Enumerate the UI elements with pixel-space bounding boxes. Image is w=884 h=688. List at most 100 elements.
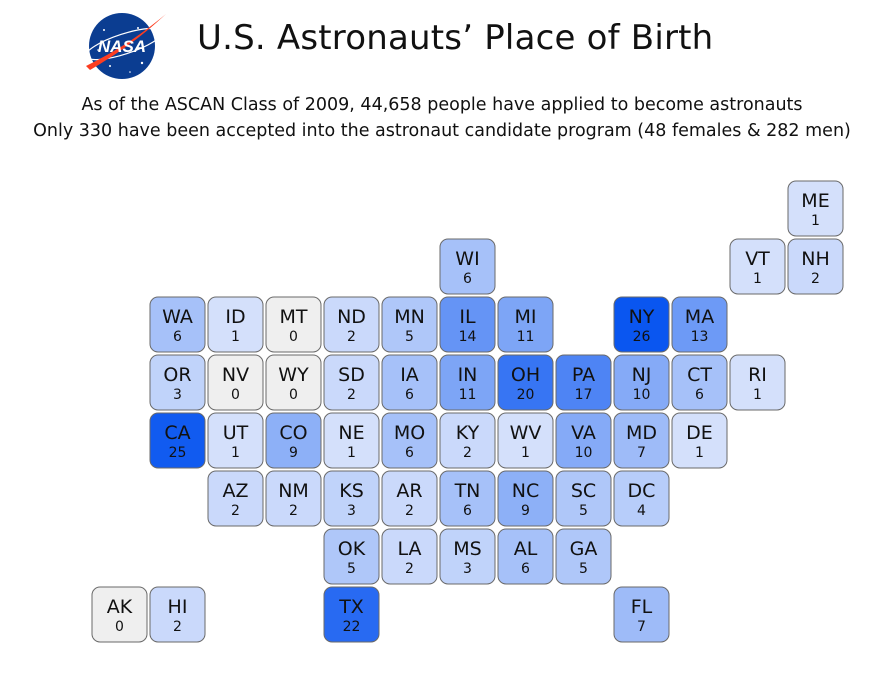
state-abbreviation: OK xyxy=(338,538,366,560)
state-abbreviation: MI xyxy=(515,306,537,328)
state-tile-box xyxy=(439,528,496,585)
state-astronaut-count: 2 xyxy=(405,503,414,519)
state-astronaut-count: 5 xyxy=(579,503,588,519)
state-astronaut-count: 0 xyxy=(289,329,298,345)
state-tile-box xyxy=(497,412,554,469)
state-abbreviation: NE xyxy=(338,422,364,444)
state-astronaut-count: 7 xyxy=(637,445,646,461)
state-astronaut-count: 6 xyxy=(521,561,530,577)
state-abbreviation: NM xyxy=(278,480,309,502)
state-tile-box xyxy=(381,470,438,527)
state-abbreviation: MD xyxy=(626,422,657,444)
state-abbreviation: UT xyxy=(223,422,249,444)
state-astronaut-count: 13 xyxy=(691,329,709,345)
state-astronaut-count: 1 xyxy=(347,445,356,461)
state-abbreviation: SD xyxy=(338,364,365,386)
state-astronaut-count: 1 xyxy=(231,445,240,461)
state-astronaut-count: 2 xyxy=(347,387,356,403)
state-astronaut-count: 0 xyxy=(231,387,240,403)
state-tile-ar: AR2 xyxy=(381,470,438,527)
state-tile-box xyxy=(381,296,438,353)
state-astronaut-count: 5 xyxy=(347,561,356,577)
state-astronaut-count: 5 xyxy=(405,329,414,345)
state-abbreviation: CO xyxy=(279,422,307,444)
state-tile-wi: WI6 xyxy=(439,238,496,295)
state-astronaut-count: 3 xyxy=(463,561,472,577)
state-tile-fl: FL7 xyxy=(613,586,670,643)
subtitle-line-2: Only 330 have been accepted into the ast… xyxy=(33,121,851,141)
state-tile-box xyxy=(265,412,322,469)
state-astronaut-count: 10 xyxy=(575,445,593,461)
state-astronaut-count: 17 xyxy=(575,387,593,403)
state-tile-sd: SD2 xyxy=(323,354,380,411)
state-astronaut-count: 2 xyxy=(173,619,182,635)
state-tile-az: AZ2 xyxy=(207,470,264,527)
state-abbreviation: WV xyxy=(510,422,542,444)
state-tile-box xyxy=(323,528,380,585)
state-tile-box xyxy=(787,238,844,295)
state-astronaut-count: 0 xyxy=(115,619,124,635)
state-tile-dc: DC4 xyxy=(613,470,670,527)
state-abbreviation: CA xyxy=(164,422,190,444)
state-abbreviation: CT xyxy=(687,364,712,386)
state-astronaut-count: 2 xyxy=(289,503,298,519)
state-tile-box xyxy=(613,296,670,353)
state-abbreviation: TN xyxy=(454,480,481,502)
state-abbreviation: NV xyxy=(222,364,249,386)
state-astronaut-count: 11 xyxy=(517,329,535,345)
state-astronaut-count: 11 xyxy=(459,387,477,403)
state-tile-box xyxy=(787,180,844,237)
state-tile-tn: TN6 xyxy=(439,470,496,527)
state-abbreviation: WI xyxy=(455,248,479,270)
state-tile-box xyxy=(439,354,496,411)
state-tile-vt: VT1 xyxy=(729,238,786,295)
state-tile-box xyxy=(265,296,322,353)
state-tile-ky: KY2 xyxy=(439,412,496,469)
state-tile-id: ID1 xyxy=(207,296,264,353)
state-tile-box xyxy=(613,412,670,469)
state-abbreviation: KS xyxy=(339,480,364,502)
state-tile-box xyxy=(555,528,612,585)
state-astronaut-count: 26 xyxy=(633,329,651,345)
state-tile-box xyxy=(439,412,496,469)
state-tile-box xyxy=(381,412,438,469)
state-tile-box xyxy=(555,412,612,469)
state-abbreviation: TX xyxy=(338,596,364,618)
state-abbreviation: RI xyxy=(748,364,767,386)
state-tile-sc: SC5 xyxy=(555,470,612,527)
state-tile-box xyxy=(381,354,438,411)
state-tile-ak: AK0 xyxy=(91,586,148,643)
state-astronaut-count: 2 xyxy=(231,503,240,519)
state-tile-box xyxy=(207,354,264,411)
state-abbreviation: WA xyxy=(162,306,193,328)
state-tile-box xyxy=(613,586,670,643)
state-abbreviation: LA xyxy=(397,538,421,560)
state-tile-box xyxy=(91,586,148,643)
state-abbreviation: NH xyxy=(801,248,830,270)
state-tile-mo: MO6 xyxy=(381,412,438,469)
state-tile-nm: NM2 xyxy=(265,470,322,527)
state-tile-box xyxy=(149,354,206,411)
state-abbreviation: AK xyxy=(107,596,133,618)
state-tile-wa: WA6 xyxy=(149,296,206,353)
state-tile-box xyxy=(555,470,612,527)
state-abbreviation: ID xyxy=(225,306,245,328)
state-abbreviation: ND xyxy=(337,306,366,328)
state-astronaut-count: 9 xyxy=(521,503,530,519)
state-tile-la: LA2 xyxy=(381,528,438,585)
state-tile-box xyxy=(323,470,380,527)
state-tile-ct: CT6 xyxy=(671,354,728,411)
state-abbreviation: AL xyxy=(514,538,538,560)
state-astronaut-count: 1 xyxy=(811,213,820,229)
state-tile-co: CO9 xyxy=(265,412,322,469)
state-abbreviation: IL xyxy=(459,306,476,328)
state-tile-mt: MT0 xyxy=(265,296,322,353)
subtitle-line-1: As of the ASCAN Class of 2009, 44,658 pe… xyxy=(81,95,803,115)
state-tile-box xyxy=(323,296,380,353)
